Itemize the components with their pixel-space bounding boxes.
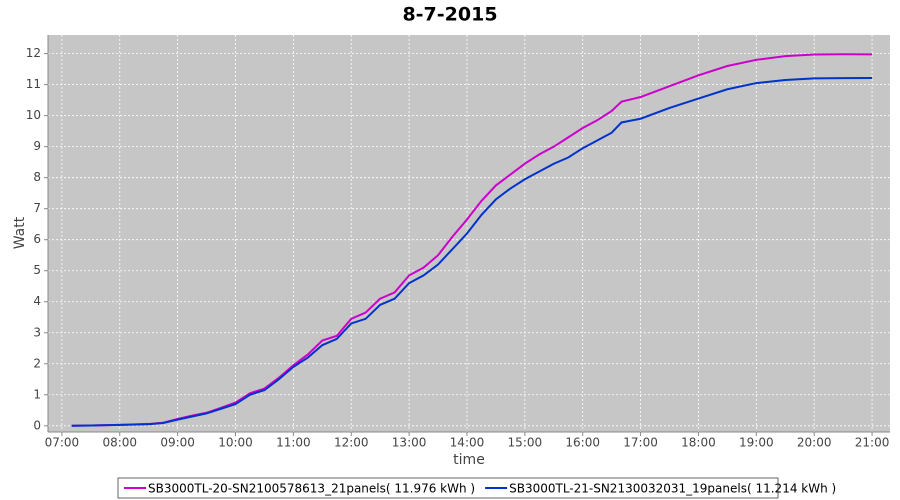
x-tick-label: 17:00 [623,436,658,450]
x-tick-label: 21:00 [855,436,890,450]
x-tick-label: 10:00 [218,436,253,450]
y-tick-label: 3 [33,325,41,339]
y-tick-label: 2 [33,356,41,370]
x-tick-label: 09:00 [160,436,195,450]
y-tick-label: 4 [33,294,41,308]
y-tick-label: 10 [26,108,41,122]
x-tick-label: 12:00 [334,436,369,450]
x-tick-label: 19:00 [739,436,774,450]
legend [117,477,779,499]
x-tick-label: 08:00 [102,436,137,450]
x-tick-label: 16:00 [565,436,600,450]
y-tick-label: 5 [33,263,41,277]
x-tick-label: 18:00 [681,436,716,450]
legend-text: SB3000TL-21-SN2130032031_19panels( 11.21… [509,482,836,496]
y-tick-label: 12 [26,46,41,60]
y-tick-label: 11 [26,77,41,91]
x-tick-label: 11:00 [276,436,311,450]
y-axis-label: Watt [12,216,28,249]
y-tick-label: 1 [33,387,41,401]
x-tick-label: 13:00 [392,436,427,450]
x-tick-label: 20:00 [797,436,832,450]
x-tick-label: 15:00 [508,436,543,450]
plot-area [48,35,890,432]
y-tick-label: 7 [33,201,41,215]
y-tick-label: 8 [33,170,41,184]
y-tick-label: 9 [33,139,41,153]
legend-text: SB3000TL-20-SN2100578613_21panels( 11.97… [148,482,475,496]
x-tick-label: 07:00 [45,436,80,450]
series-line [71,76,873,427]
chart-title: 8-7-2015 [402,4,497,26]
y-tick-label: 6 [33,232,41,246]
x-tick-label: 14:00 [450,436,485,450]
y-tick-label: 0 [33,418,41,432]
x-axis-label: time [453,452,485,468]
